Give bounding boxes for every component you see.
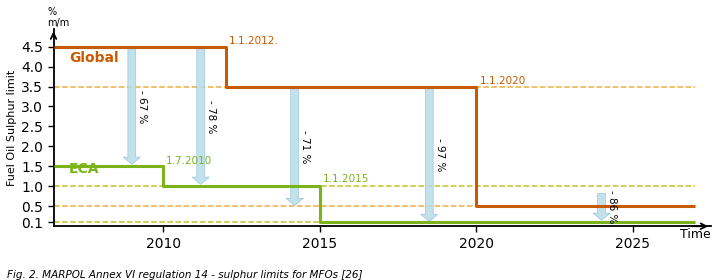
FancyArrow shape bbox=[593, 193, 610, 220]
Text: 1.7.2010: 1.7.2010 bbox=[167, 156, 213, 165]
Text: ECA: ECA bbox=[69, 162, 100, 176]
Y-axis label: Fuel Oil Sulphur limit: Fuel Oil Sulphur limit bbox=[7, 69, 17, 186]
FancyArrow shape bbox=[192, 48, 210, 184]
Text: Global: Global bbox=[69, 51, 118, 65]
Text: 1.1.2020: 1.1.2020 bbox=[480, 76, 526, 86]
Text: - 71 %: - 71 % bbox=[300, 130, 310, 164]
Text: 1.1.2015: 1.1.2015 bbox=[323, 174, 369, 183]
Text: - 97 %: - 97 % bbox=[435, 138, 445, 172]
Text: 1.1.2012.: 1.1.2012. bbox=[229, 36, 279, 46]
FancyArrow shape bbox=[421, 88, 438, 221]
FancyArrow shape bbox=[286, 88, 303, 206]
Text: - 67 %: - 67 % bbox=[137, 90, 147, 123]
Text: - 86 %: - 86 % bbox=[607, 190, 617, 223]
Text: Fig. 2. MARPOL Annex VI regulation 14 - sulphur limits for MFOs [26]: Fig. 2. MARPOL Annex VI regulation 14 - … bbox=[7, 270, 363, 280]
Text: - 78 %: - 78 % bbox=[206, 100, 216, 133]
Text: %
m/m: % m/m bbox=[47, 7, 70, 28]
Text: Time: Time bbox=[681, 228, 711, 241]
FancyArrow shape bbox=[123, 48, 141, 164]
